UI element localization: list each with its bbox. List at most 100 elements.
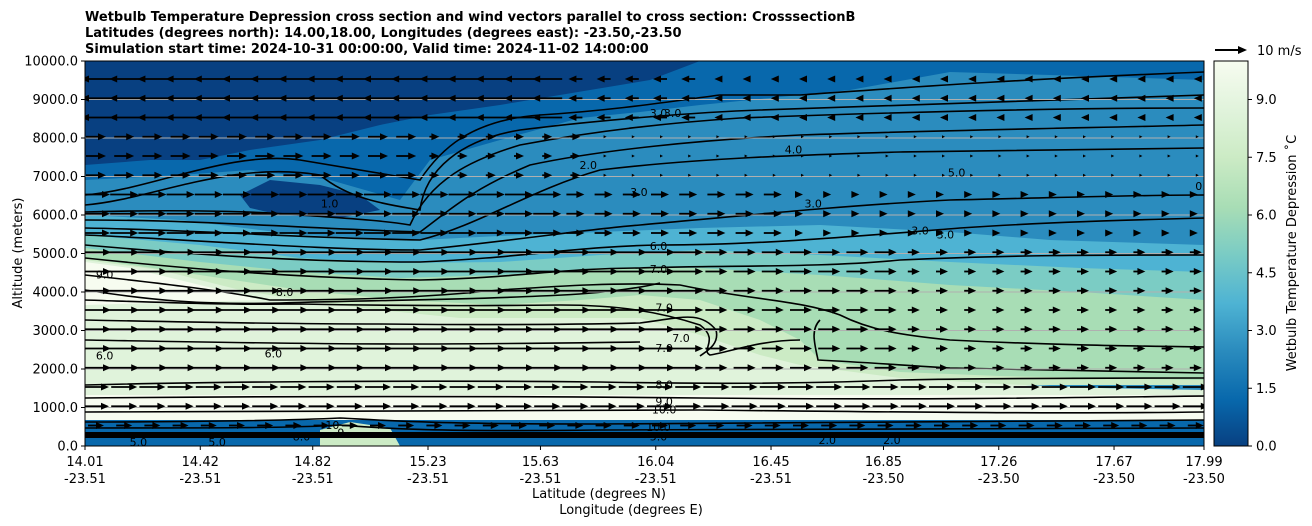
wind-vector bbox=[759, 402, 786, 410]
wind-vector bbox=[885, 154, 889, 158]
wind-vector bbox=[222, 248, 252, 256]
wind-vector bbox=[1020, 287, 1033, 295]
wind-vector bbox=[877, 422, 894, 429]
title-line-2: Latitudes (degrees north): 14.00,18.00, … bbox=[85, 26, 682, 41]
contour-line bbox=[85, 417, 1204, 425]
contour-label: 7.0 bbox=[655, 342, 673, 355]
wind-vector bbox=[1041, 402, 1068, 410]
wind-vector bbox=[1054, 154, 1058, 158]
wind-vector bbox=[475, 94, 506, 102]
wind-vector bbox=[936, 268, 948, 275]
wind-vector bbox=[1020, 268, 1033, 275]
wind-vector bbox=[964, 364, 977, 372]
wind-vector bbox=[603, 154, 607, 158]
wind-vector bbox=[137, 75, 168, 83]
wind-vector bbox=[992, 210, 1001, 218]
wind-vector bbox=[1077, 248, 1089, 256]
wind-vector bbox=[1189, 345, 1202, 352]
wind-vector bbox=[1052, 75, 1061, 83]
wind-vector bbox=[1161, 306, 1174, 314]
wind-vector bbox=[1133, 306, 1146, 314]
wind-vector bbox=[907, 325, 920, 333]
wind-vector bbox=[907, 248, 920, 256]
wind-vector bbox=[705, 364, 728, 372]
wind-vector bbox=[391, 364, 422, 372]
wind-vector bbox=[193, 306, 224, 314]
wind-vector bbox=[420, 191, 449, 198]
wind-vector bbox=[142, 133, 163, 141]
wind-vector bbox=[542, 152, 553, 160]
wind-vector bbox=[116, 422, 133, 429]
wind-vector bbox=[1098, 383, 1125, 391]
wind-vector bbox=[673, 325, 704, 333]
wind-vector bbox=[985, 383, 1012, 391]
x-tick-label-lon: -23.51 bbox=[520, 472, 562, 487]
wind-vector bbox=[421, 402, 448, 410]
wind-vector bbox=[1189, 268, 1202, 275]
wind-vector bbox=[907, 287, 920, 295]
wind-vector bbox=[883, 75, 892, 83]
wind-vector bbox=[364, 210, 392, 218]
contour-line bbox=[85, 395, 1204, 400]
wind-vector bbox=[934, 422, 950, 429]
wind-vector bbox=[844, 383, 871, 391]
wind-vector bbox=[568, 114, 583, 121]
wind-vector bbox=[251, 191, 280, 198]
wind-vector bbox=[475, 287, 506, 295]
wind-vector bbox=[596, 94, 611, 102]
wind-vector bbox=[1020, 210, 1029, 218]
wind-vector bbox=[1048, 287, 1061, 295]
wind-vector bbox=[283, 133, 304, 141]
wind-vector bbox=[733, 306, 756, 314]
wind-vector bbox=[673, 306, 704, 314]
wind-vector bbox=[660, 135, 663, 139]
wind-vector bbox=[645, 268, 675, 275]
wind-vector bbox=[801, 154, 804, 158]
contour-label: 5.0 bbox=[948, 167, 966, 180]
wind-vector bbox=[566, 191, 585, 198]
wind-vector bbox=[929, 402, 955, 410]
wind-vector bbox=[137, 114, 168, 121]
wind-vector bbox=[85, 191, 110, 198]
wind-vector bbox=[475, 75, 506, 83]
wind-vector bbox=[1048, 345, 1061, 352]
wind-vector bbox=[447, 94, 478, 102]
wind-vector bbox=[818, 345, 841, 352]
wind-vector bbox=[85, 229, 110, 237]
wind-vector bbox=[733, 345, 756, 352]
wind-vector bbox=[1189, 364, 1202, 372]
wind-vector bbox=[998, 173, 1002, 177]
wind-vector bbox=[307, 229, 336, 237]
wind-vector bbox=[992, 229, 1001, 237]
wind-vector bbox=[334, 364, 365, 372]
wind-vector bbox=[109, 94, 140, 102]
wind-vector bbox=[514, 171, 524, 179]
wind-vector bbox=[1054, 173, 1058, 177]
wind-vector bbox=[109, 306, 140, 314]
wind-vector bbox=[1048, 248, 1061, 256]
wind-vector bbox=[1189, 229, 1198, 237]
wind-vector bbox=[801, 173, 804, 177]
wind-vector bbox=[447, 364, 478, 372]
wind-vector bbox=[198, 133, 219, 141]
wind-vector bbox=[761, 364, 784, 372]
x-tick-label-lon: -23.50 bbox=[978, 472, 1020, 487]
wind-vector bbox=[913, 173, 917, 177]
wind-vector bbox=[900, 402, 927, 410]
wind-vector bbox=[911, 75, 920, 83]
wind-vector bbox=[1161, 248, 1174, 256]
contour-label: 9 bbox=[337, 427, 344, 440]
wind-vector bbox=[675, 383, 702, 391]
wind-vector bbox=[1052, 114, 1061, 121]
wind-vector bbox=[85, 75, 111, 83]
wind-vector bbox=[929, 383, 955, 391]
wind-vector bbox=[142, 171, 163, 179]
wind-vector bbox=[874, 248, 897, 256]
wind-vector bbox=[1048, 325, 1061, 333]
x-tick-label-lat: 16.85 bbox=[865, 455, 902, 470]
wind-vector bbox=[227, 133, 247, 141]
wind-vector bbox=[419, 94, 450, 102]
wind-vector bbox=[936, 210, 944, 218]
wind-vector bbox=[1195, 154, 1199, 158]
wind-vector bbox=[1189, 325, 1202, 333]
